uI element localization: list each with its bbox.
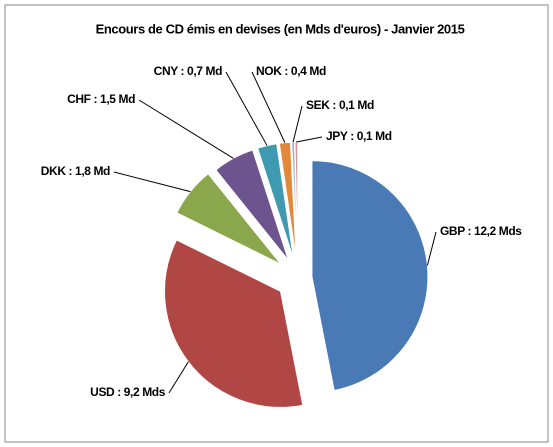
slice-label: CNY : 0,7 Md <box>154 64 222 78</box>
leader-line <box>138 99 234 159</box>
pie-slice <box>164 239 304 408</box>
slice-label: GBP : 12,2 Mds <box>440 224 522 238</box>
leader-line <box>296 136 323 143</box>
slice-label: CHF : 1,5 Md <box>67 92 135 106</box>
pie-slice <box>278 141 297 259</box>
slice-label: SEK : 0,1 Md <box>306 98 374 112</box>
slice-label: JPY : 0,1 Md <box>326 129 392 143</box>
pie-slice <box>311 160 429 392</box>
slice-label: USD : 9,2 Mds <box>90 385 166 399</box>
leader-line <box>225 71 268 146</box>
leader-line <box>292 105 303 143</box>
pie-slice <box>215 149 289 261</box>
leader-line <box>168 361 189 394</box>
pie-slice <box>176 173 282 265</box>
leader-line <box>113 171 191 193</box>
leader-line <box>426 231 437 266</box>
slice-label: DKK : 1,8 Md <box>41 164 110 178</box>
pie-slice <box>256 143 294 259</box>
slice-label: NOK : 0,4 Md <box>256 64 326 78</box>
chart-title: Encours de CD émis en devises (en Mds d'… <box>96 21 465 36</box>
leader-line <box>251 71 286 143</box>
